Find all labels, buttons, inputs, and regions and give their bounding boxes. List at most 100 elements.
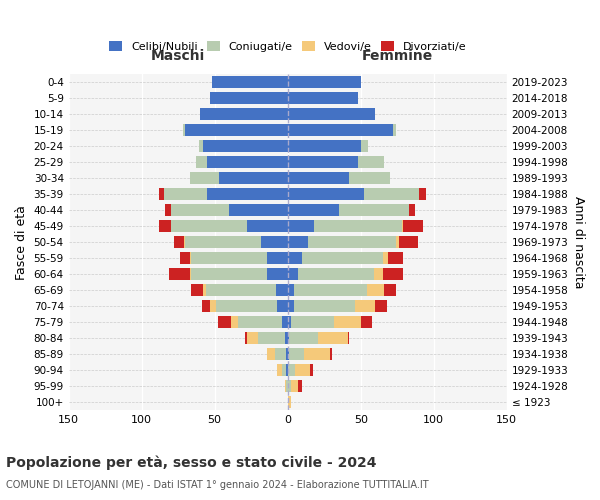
Bar xyxy=(277,364,282,376)
Bar xyxy=(191,268,267,280)
Bar xyxy=(401,220,403,232)
Bar xyxy=(287,220,314,232)
Bar xyxy=(287,380,290,392)
Bar xyxy=(286,348,287,360)
Bar xyxy=(199,140,203,152)
Bar xyxy=(287,284,293,296)
Bar xyxy=(298,380,302,392)
Bar xyxy=(334,316,361,328)
Bar xyxy=(282,364,286,376)
Y-axis label: Fasce di età: Fasce di età xyxy=(15,205,28,280)
Bar xyxy=(290,380,298,392)
Bar xyxy=(229,204,287,216)
Bar xyxy=(319,332,347,344)
Bar xyxy=(396,236,398,248)
Bar xyxy=(361,140,368,152)
Bar xyxy=(287,348,289,360)
Text: Femmine: Femmine xyxy=(362,50,433,64)
Bar xyxy=(247,332,259,344)
Bar xyxy=(287,364,295,376)
Bar xyxy=(182,124,185,136)
Bar xyxy=(287,204,339,216)
Bar xyxy=(339,204,409,216)
Bar xyxy=(287,76,361,88)
Bar xyxy=(289,332,319,344)
Bar xyxy=(287,396,290,408)
Bar xyxy=(184,236,185,248)
Y-axis label: Anni di nascita: Anni di nascita xyxy=(572,196,585,288)
Bar xyxy=(355,300,376,312)
Bar xyxy=(293,300,355,312)
Text: Popolazione per età, sesso e stato civile - 2024: Popolazione per età, sesso e stato civil… xyxy=(6,455,377,469)
Bar xyxy=(287,252,302,264)
Bar xyxy=(212,76,287,88)
Bar xyxy=(238,316,282,328)
Bar xyxy=(287,316,290,328)
Bar xyxy=(409,204,415,216)
Bar xyxy=(275,348,286,360)
Bar xyxy=(159,220,171,232)
Legend: Celibi/Nubili, Coniugati/e, Vedovi/e, Divorziati/e: Celibi/Nubili, Coniugati/e, Vedovi/e, Di… xyxy=(104,36,471,56)
Bar xyxy=(358,156,384,168)
Bar xyxy=(216,300,277,312)
Bar xyxy=(190,252,191,264)
Bar xyxy=(267,268,287,280)
Bar xyxy=(211,92,287,104)
Bar xyxy=(419,188,427,200)
Bar xyxy=(200,108,287,120)
Bar xyxy=(374,268,383,280)
Bar xyxy=(171,204,229,216)
Bar xyxy=(287,268,298,280)
Text: COMUNE DI LETOJANNI (ME) - Dati ISTAT 1° gennaio 2024 - Elaborazione TUTTITALIA.: COMUNE DI LETOJANNI (ME) - Dati ISTAT 1°… xyxy=(6,480,428,490)
Bar xyxy=(277,300,287,312)
Bar xyxy=(393,124,396,136)
Bar xyxy=(298,268,374,280)
Bar xyxy=(302,252,383,264)
Bar xyxy=(285,332,287,344)
Bar xyxy=(267,348,275,360)
Bar xyxy=(165,204,171,216)
Bar xyxy=(159,188,164,200)
Bar xyxy=(295,364,310,376)
Bar xyxy=(169,268,190,280)
Bar xyxy=(262,236,287,248)
Bar xyxy=(388,252,403,264)
Bar xyxy=(287,236,308,248)
Bar xyxy=(403,220,424,232)
Bar xyxy=(285,380,286,392)
Bar xyxy=(218,316,231,328)
Bar xyxy=(190,268,191,280)
Bar xyxy=(383,252,388,264)
Bar xyxy=(287,188,364,200)
Bar xyxy=(364,188,419,200)
Bar xyxy=(287,124,393,136)
Bar xyxy=(398,236,418,248)
Bar xyxy=(208,188,287,200)
Bar xyxy=(308,236,396,248)
Bar xyxy=(287,140,361,152)
Bar xyxy=(287,156,358,168)
Bar xyxy=(383,268,403,280)
Bar xyxy=(286,364,287,376)
Bar xyxy=(287,172,349,184)
Bar xyxy=(314,220,401,232)
Bar xyxy=(191,284,203,296)
Bar xyxy=(196,156,208,168)
Bar xyxy=(185,124,287,136)
Bar xyxy=(174,236,184,248)
Bar xyxy=(286,380,287,392)
Bar xyxy=(179,252,190,264)
Bar xyxy=(190,172,219,184)
Bar xyxy=(287,332,289,344)
Bar xyxy=(202,300,211,312)
Bar xyxy=(287,108,376,120)
Bar xyxy=(289,348,304,360)
Bar xyxy=(310,364,313,376)
Bar xyxy=(211,300,216,312)
Bar xyxy=(171,220,247,232)
Bar xyxy=(231,316,238,328)
Bar xyxy=(191,252,267,264)
Bar xyxy=(245,332,247,344)
Bar xyxy=(267,252,287,264)
Bar xyxy=(259,332,285,344)
